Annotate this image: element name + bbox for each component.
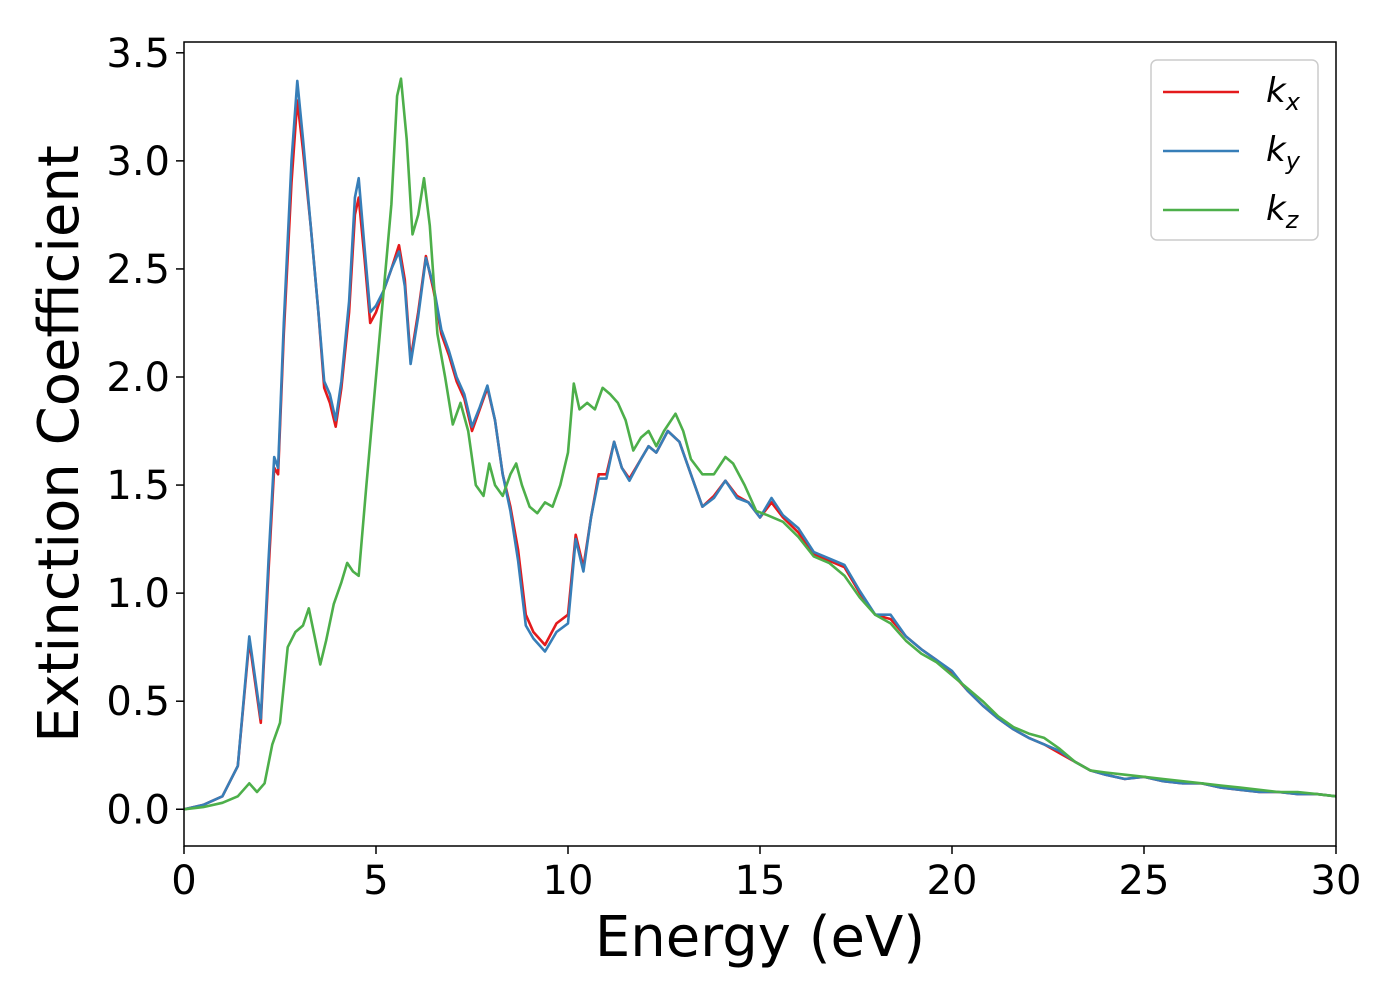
y-tick-label: 3.5 [106, 31, 170, 77]
legend-label-kx: kx [1266, 71, 1301, 116]
legend-label-subscript: x [1285, 88, 1301, 116]
legend-label-base: k [1266, 189, 1287, 229]
y-tick-label: 2.0 [106, 355, 170, 401]
legend-label-ky: ky [1266, 130, 1301, 175]
y-tick-label: 2.5 [106, 247, 170, 293]
y-axis: 0.0 0.5 1.0 1.5 2.0 2.5 3.0 3.5 [106, 31, 184, 833]
x-axis-title: Energy (eV) [595, 905, 925, 970]
x-tick-label: 15 [735, 858, 786, 904]
y-tick-label: 1.5 [106, 463, 170, 509]
legend-label-subscript: z [1285, 206, 1300, 234]
y-tick-label: 3.0 [106, 139, 170, 185]
x-tick-label: 30 [1311, 858, 1362, 904]
series-line-kz [184, 77, 1336, 811]
legend-label-base: k [1266, 71, 1287, 111]
plot-lines [184, 77, 1336, 811]
x-tick-label: 25 [1119, 858, 1170, 904]
x-tick-label: 20 [927, 858, 978, 904]
x-axis: 0 5 10 15 20 25 30 [171, 846, 1361, 904]
x-tick-label: 5 [363, 858, 388, 904]
series-line-ky [184, 79, 1336, 811]
y-axis-title: Extinction Coefficient [27, 145, 92, 743]
legend-label-base: k [1266, 130, 1287, 170]
y-tick-label: 0.5 [106, 679, 170, 725]
x-tick-label: 0 [171, 858, 196, 904]
x-tick-label: 10 [543, 858, 594, 904]
legend-label-kz: kz [1266, 189, 1300, 234]
y-tick-label: 1.0 [106, 571, 170, 617]
legend-label-subscript: y [1285, 147, 1301, 175]
y-tick-label: 0.0 [106, 787, 170, 833]
